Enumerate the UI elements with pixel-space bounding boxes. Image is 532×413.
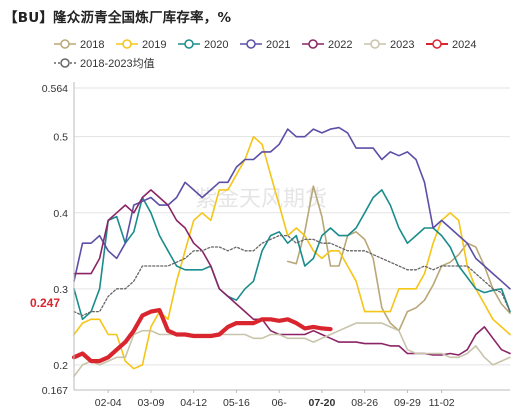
legend-swatch-marker	[246, 39, 256, 49]
legend-swatch-marker	[308, 39, 318, 49]
legend-item-2023[interactable]: 2023	[364, 39, 414, 51]
series-line-2023	[73, 322, 511, 378]
current-value-label: 0.247	[30, 296, 60, 310]
legend-label: 2019	[142, 39, 166, 51]
legend-item-2021[interactable]: 2021	[240, 39, 290, 51]
x-tick-label: 03-09	[138, 397, 165, 409]
x-tick-label: 06-	[272, 397, 288, 409]
legend-swatch-marker	[370, 39, 380, 49]
legend-label: 2023	[390, 39, 414, 51]
y-tick-label: 0.564	[42, 83, 68, 95]
chart-title: 【BU】隆众沥青全国炼厂库存率，%	[4, 10, 232, 26]
legend-item-2024[interactable]: 2024	[426, 39, 476, 51]
legend-item-2022[interactable]: 2022	[302, 39, 352, 51]
legend-swatch-marker	[432, 39, 442, 49]
series-line-2021	[73, 126, 511, 290]
legend-label: 2018-2023均值	[80, 57, 155, 70]
series-line-2018-2023均值	[73, 234, 511, 317]
legend: 2018 2019 2020 2021 2022 2023 2024 2018-2023均值	[54, 39, 476, 70]
y-tick-label: 0.4	[53, 208, 68, 220]
legend-item-2018-2023均值[interactable]: 2018-2023均值	[54, 57, 155, 70]
x-tick-label: 02-04	[95, 397, 122, 409]
y-tick-label: 0.5	[53, 132, 68, 144]
series-line-2024	[71, 308, 333, 364]
legend-item-2020[interactable]: 2020	[178, 39, 228, 51]
x-tick-label: 04-12	[180, 397, 207, 409]
x-tick-label: 08-26	[351, 397, 378, 409]
x-tick-label: 11-02	[429, 397, 455, 409]
legend-swatch-marker	[60, 39, 70, 49]
legend-swatch-marker	[184, 39, 194, 49]
series-line-2022	[73, 189, 511, 356]
axes: 0.167 0.2 0.3 0.4 0.5 0.564 02-04 03-09 04-12 05-…	[30, 82, 510, 409]
series-group	[71, 126, 511, 378]
y-tick-label: 0.167	[42, 385, 68, 397]
y-tick-label: 0.2	[53, 360, 68, 372]
x-tick-label: 05-16	[223, 397, 250, 409]
x-tick-label: 09-29	[394, 397, 421, 409]
legend-label: 2022	[328, 39, 352, 51]
legend-label: 2021	[266, 39, 290, 51]
legend-label: 2020	[204, 39, 228, 51]
legend-swatch-marker	[122, 39, 132, 49]
y-tick-label: 0.3	[53, 284, 68, 296]
legend-label: 2024	[452, 39, 476, 51]
legend-item-2018[interactable]: 2018	[54, 39, 104, 51]
legend-item-2019[interactable]: 2019	[116, 39, 166, 51]
legend-label: 2018	[80, 39, 104, 51]
x-tick-label-highlight: 07-20	[308, 397, 335, 409]
legend-swatch-marker	[60, 58, 70, 68]
